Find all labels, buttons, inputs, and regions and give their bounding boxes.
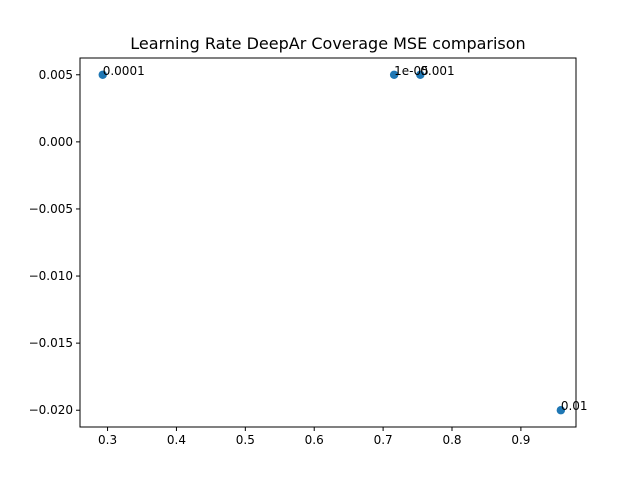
plot-frame — [79, 57, 577, 428]
scatter-point — [98, 70, 107, 79]
y-tick-label: −0.020 — [29, 403, 73, 417]
y-tick-label: 0.005 — [39, 68, 73, 82]
x-tick-label: 0.9 — [511, 433, 530, 447]
x-axis: 0.3 0.4 0.5 0.6 0.7 0.8 0.9 — [98, 427, 530, 447]
x-tick-label: 0.5 — [236, 433, 255, 447]
point-annotations: 0.0001 1e-050.001 0.01 — [103, 64, 588, 413]
scatter-point — [416, 70, 425, 79]
chart-title: Learning Rate DeepAr Coverage MSE compar… — [130, 34, 525, 53]
y-tick-label: 0.000 — [39, 135, 73, 149]
point-label: 0.0001 — [103, 64, 145, 78]
data-points — [98, 70, 566, 415]
x-tick-label: 0.8 — [442, 433, 461, 447]
point-label: 0.001 — [420, 64, 454, 78]
x-tick-label: 0.3 — [98, 433, 117, 447]
x-tick-label: 0.6 — [305, 433, 324, 447]
x-tick-label: 0.7 — [374, 433, 393, 447]
point-label: 1e-05 — [394, 64, 429, 78]
scatter-point — [556, 406, 566, 415]
y-axis: 0.005 0.000 −0.005 −0.010 −0.015 −0.020 — [29, 68, 80, 417]
point-label: 0.01 — [561, 399, 588, 413]
x-tick-label: 0.4 — [167, 433, 186, 447]
scatter-point — [389, 70, 399, 79]
y-tick-label: −0.005 — [29, 202, 73, 216]
y-tick-label: −0.015 — [29, 336, 73, 350]
y-tick-label: −0.010 — [29, 269, 73, 283]
